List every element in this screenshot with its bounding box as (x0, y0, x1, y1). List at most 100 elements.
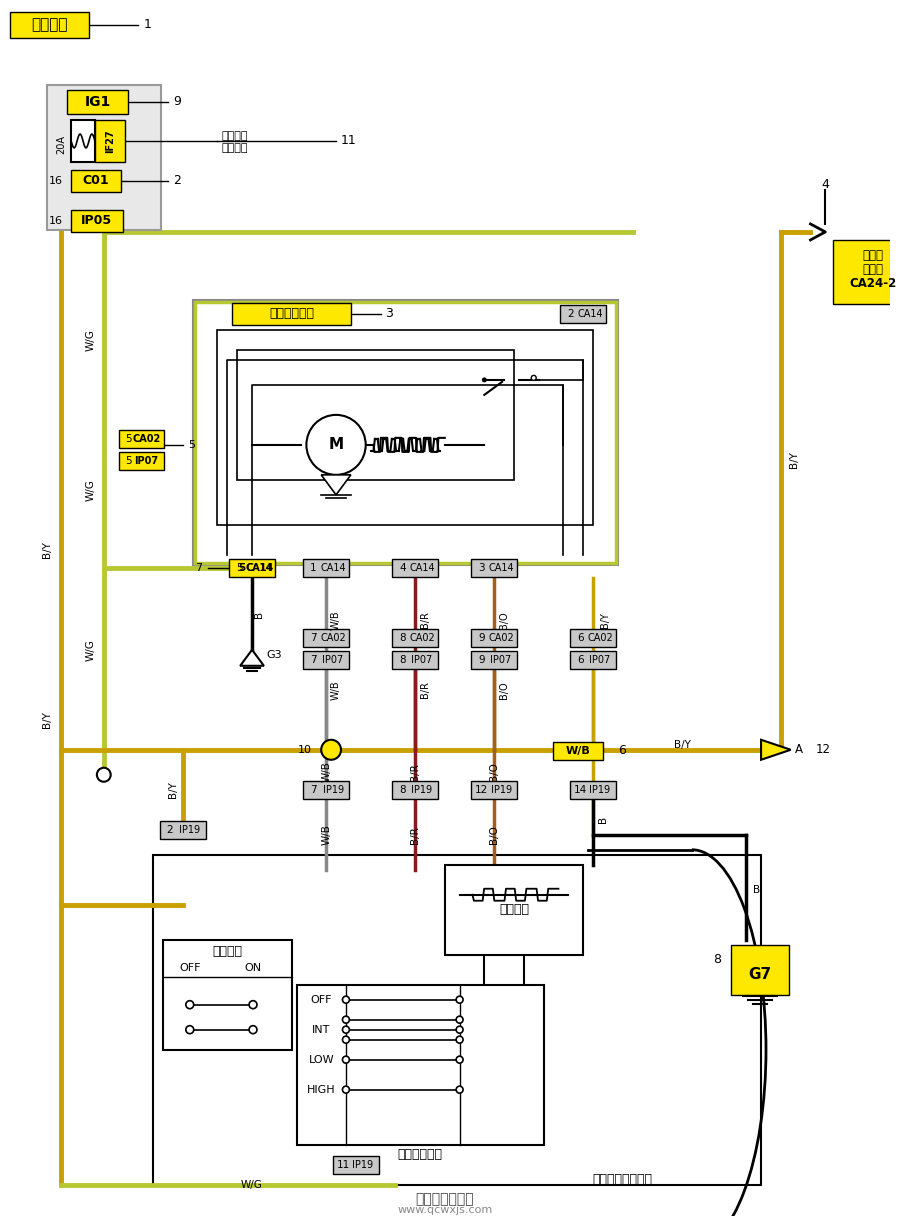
Bar (163, 940, 292, 1049)
Text: INT: INT (312, 1025, 330, 1035)
Text: 至洗涤: 至洗涤 (862, 249, 883, 263)
Circle shape (456, 1036, 464, 1043)
Text: CA14: CA14 (410, 563, 435, 573)
Circle shape (249, 1025, 257, 1034)
Bar (48, 85, 161, 230)
Text: LOW: LOW (309, 1054, 334, 1065)
Text: 2: 2 (567, 309, 573, 319)
Circle shape (306, 415, 365, 475)
Text: A: A (795, 743, 803, 756)
Text: 5: 5 (188, 440, 194, 450)
Text: IG1: IG1 (85, 95, 111, 109)
Bar (160, 821, 205, 839)
Text: B/O: B/O (500, 681, 509, 699)
Bar (230, 559, 274, 576)
Text: 前刮水器: 前刮水器 (32, 17, 68, 33)
Text: 9: 9 (478, 654, 485, 665)
Text: IP19: IP19 (411, 784, 433, 795)
Text: B: B (254, 612, 264, 619)
Text: G3: G3 (267, 649, 283, 660)
Text: IP07: IP07 (411, 654, 433, 665)
Text: IP19: IP19 (590, 784, 610, 795)
Text: W/G: W/G (86, 330, 96, 351)
Bar (10, 12, 89, 38)
Circle shape (456, 1017, 464, 1023)
Text: CA14: CA14 (489, 563, 514, 573)
Text: CA02: CA02 (132, 434, 160, 444)
Bar (561, 305, 606, 323)
Text: B/Y: B/Y (600, 612, 610, 627)
Text: HIGH: HIGH (307, 1085, 336, 1094)
Text: 7: 7 (310, 784, 317, 795)
Text: IP07: IP07 (491, 654, 512, 665)
Bar (119, 430, 164, 447)
Text: 16: 16 (49, 216, 62, 226)
Circle shape (321, 739, 341, 760)
Circle shape (343, 1026, 349, 1034)
Bar (554, 742, 603, 760)
Text: IP19: IP19 (352, 1160, 374, 1170)
Text: 5: 5 (236, 563, 242, 573)
Text: IP07: IP07 (590, 654, 610, 665)
Text: 前刮水器电机: 前刮水器电机 (269, 308, 314, 320)
Bar (472, 559, 517, 576)
Text: B/O: B/O (490, 826, 500, 844)
Bar (71, 210, 122, 232)
Circle shape (343, 1057, 349, 1063)
Bar (445, 865, 583, 955)
Circle shape (343, 1036, 349, 1043)
Text: B/Y: B/Y (788, 451, 798, 468)
Text: CA14: CA14 (577, 309, 603, 319)
Text: OFF: OFF (310, 995, 332, 1004)
Bar (571, 781, 616, 799)
Text: B/R: B/R (420, 612, 430, 629)
Circle shape (185, 1001, 193, 1009)
Text: 前刮水器开关: 前刮水器开关 (398, 1148, 443, 1161)
Bar (194, 302, 616, 563)
Text: W/B: W/B (331, 610, 341, 630)
Text: 8: 8 (399, 654, 406, 665)
Circle shape (97, 767, 111, 782)
Text: 7: 7 (195, 563, 203, 573)
Text: W/G: W/G (86, 638, 96, 660)
Text: 9: 9 (478, 632, 485, 643)
Text: 5: 5 (238, 563, 246, 573)
Text: 8: 8 (399, 784, 406, 795)
Bar (303, 559, 349, 576)
Polygon shape (321, 475, 351, 495)
Bar (472, 629, 517, 647)
Circle shape (185, 1025, 193, 1034)
Text: 1: 1 (310, 563, 317, 573)
Text: B/O: B/O (500, 610, 509, 629)
Text: W/B: W/B (321, 761, 331, 782)
Circle shape (456, 996, 464, 1003)
Text: 6: 6 (577, 632, 583, 643)
Circle shape (456, 1086, 464, 1093)
Text: B: B (598, 816, 608, 823)
Text: 刮水器洗涤器开关: 刮水器洗涤器开关 (593, 1173, 652, 1186)
Text: W/G: W/G (86, 479, 96, 501)
Bar (472, 781, 517, 799)
Text: M: M (328, 438, 344, 452)
Text: W/B: W/B (321, 824, 331, 845)
Circle shape (343, 1017, 349, 1023)
Text: ON: ON (245, 963, 262, 973)
Text: 11: 11 (337, 1160, 349, 1170)
Text: CA02: CA02 (410, 632, 435, 643)
Text: 4: 4 (822, 179, 829, 191)
Text: CA14: CA14 (246, 563, 272, 573)
Bar (119, 452, 164, 469)
Text: IP19: IP19 (491, 784, 512, 795)
Circle shape (343, 996, 349, 1003)
Text: CA02: CA02 (488, 632, 514, 643)
Text: B/R: B/R (410, 826, 420, 844)
Text: B/R: B/R (420, 681, 430, 698)
Text: IP07: IP07 (322, 654, 344, 665)
Text: C01: C01 (83, 174, 109, 187)
Text: 6: 6 (617, 744, 626, 758)
Bar (68, 90, 129, 114)
Text: IF27: IF27 (104, 129, 114, 153)
Bar (153, 855, 761, 1184)
Bar (392, 781, 438, 799)
Text: 1: 1 (143, 18, 151, 32)
